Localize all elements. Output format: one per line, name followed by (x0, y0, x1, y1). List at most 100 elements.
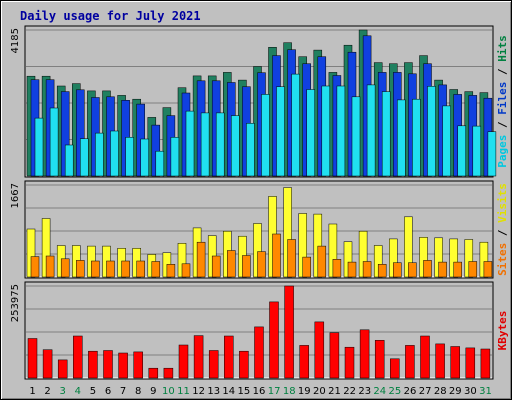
visits-bar-sites (227, 250, 236, 278)
x-tick-label: 30 (464, 386, 477, 397)
hits-bar-pages (366, 84, 376, 177)
chart-title: Daily usage for July 2021 (20, 9, 201, 23)
kbytes-bar-kbytes (359, 329, 370, 379)
visits-bar-sites (453, 261, 462, 278)
hits-bar-pages (291, 73, 300, 177)
visits-bar-sites (45, 255, 55, 278)
kbytes-panel: 253975 KBytes (10, 281, 509, 380)
visits-bar-sites (106, 260, 115, 278)
visits-bar-sites (242, 255, 251, 278)
hits-panel: 4185 Pages / Files / Hits (10, 25, 509, 178)
visits-bar-sites (468, 261, 478, 278)
x-tick-label: 23 (358, 386, 371, 397)
x-tick-label: 14 (222, 386, 235, 397)
hits-bar-pages (170, 137, 180, 177)
hits-legend-separator: / (496, 115, 509, 135)
hits-bar-pages (125, 137, 134, 177)
hits-bar-pages (200, 112, 210, 177)
kbytes-bar-kbytes (27, 338, 38, 379)
kbytes-bar-kbytes (118, 352, 128, 379)
visits-bar-sites (317, 245, 327, 278)
visits-bar-sites (438, 261, 447, 278)
x-tick-label: 1 (29, 386, 35, 397)
x-tick-label: 26 (404, 386, 417, 397)
hits-bar-pages (472, 125, 482, 177)
x-tick-label: 7 (120, 386, 126, 397)
x-tick-label: 31 (479, 386, 492, 397)
visits-bar-sites (211, 255, 221, 278)
x-axis-labels: 1 2 3 4 5 6 7 8 9 10 11 12 13 14 15 16 17 18 19 20 21 22 23 24 2… (29, 386, 492, 397)
hits-bar-pages (231, 115, 240, 177)
x-tick-label: 21 (328, 386, 341, 397)
visits-bar-sites (257, 251, 266, 278)
kbytes-bar-kbytes (208, 350, 219, 379)
x-tick-label: 19 (298, 386, 311, 397)
hits-bar-pages (381, 91, 391, 177)
hits-bar-pages (246, 123, 255, 177)
kbytes-bar-kbytes (73, 335, 83, 379)
x-tick-label: 6 (105, 386, 111, 397)
visits-bar-sites (76, 260, 85, 278)
kbytes-bar-kbytes (299, 345, 309, 379)
x-tick-label: 15 (238, 386, 251, 397)
visits-panel: 1667 Sites / Visits (10, 180, 509, 279)
x-tick-label: 22 (343, 386, 356, 397)
visits-legend: Sites / Visits (496, 183, 509, 276)
x-tick-label: 25 (389, 386, 402, 397)
kbytes-ymax-label: 253975 (10, 284, 21, 322)
visits-legend-visits: Visits (496, 183, 509, 223)
hits-legend: Pages / Files / Hits (496, 35, 509, 168)
visits-bar-sites (483, 261, 493, 278)
hits-legend-files: Files (496, 82, 509, 115)
kbytes-bar-kbytes (103, 350, 113, 379)
visits-bar-sites (332, 259, 342, 278)
hits-legend-pages: Pages (496, 135, 509, 168)
kbytes-bar-kbytes (88, 350, 98, 379)
visits-bar-sites (393, 262, 402, 278)
hits-bar-pages (442, 105, 451, 177)
x-tick-label: 28 (434, 386, 447, 397)
hits-bar-pages (276, 86, 285, 177)
visits-bar-sites (377, 264, 387, 278)
kbytes-bar-kbytes (239, 350, 249, 379)
kbytes-bar-kbytes (42, 349, 53, 379)
visits-ymax-label: 1667 (10, 183, 21, 208)
visits-bar-sites (196, 241, 206, 278)
kbytes-bar-kbytes (405, 345, 415, 379)
kbytes-bar-kbytes (224, 335, 234, 379)
kbytes-bar-kbytes (435, 343, 445, 379)
visits-bar-sites (287, 239, 296, 278)
kbytes-bar-kbytes (390, 358, 400, 379)
kbytes-bar-kbytes (254, 326, 264, 379)
hits-bar-pages (336, 85, 346, 177)
kbytes-bar-kbytes (450, 346, 460, 379)
visits-legend-sites: Sites (496, 243, 509, 276)
x-tick-label: 18 (283, 386, 296, 397)
x-tick-label: 11 (177, 386, 190, 397)
hits-bar-pages (185, 110, 195, 177)
kbytes-legend: KBytes (496, 311, 509, 351)
hits-legend-hits: Hits (496, 35, 509, 62)
kbytes-bar-kbytes (314, 321, 325, 379)
kbytes-bar-kbytes (269, 301, 279, 379)
hits-bar-pages (351, 96, 361, 177)
hits-bar-pages (155, 150, 165, 177)
visits-bar-sites (347, 261, 357, 278)
hits-ymax-label: 4185 (10, 28, 21, 53)
hits-bar-pages (140, 138, 149, 177)
hits-bar-pages (34, 117, 44, 177)
kbytes-bar-kbytes (374, 340, 385, 379)
kbytes-bar-kbytes (133, 351, 143, 379)
visits-bar-sites (91, 260, 100, 278)
visits-bar-sites (302, 256, 311, 278)
x-tick-label: 20 (313, 386, 326, 397)
hits-bar-pages (457, 125, 466, 177)
hits-bar-pages (64, 144, 74, 177)
hits-bar-pages (306, 89, 315, 177)
x-tick-label: 3 (60, 386, 66, 397)
x-tick-label: 10 (162, 386, 175, 397)
x-tick-label: 2 (44, 386, 50, 397)
hits-bar-pages (321, 85, 331, 177)
kbytes-bar-kbytes (163, 367, 174, 379)
visits-bar-sites (166, 264, 176, 278)
